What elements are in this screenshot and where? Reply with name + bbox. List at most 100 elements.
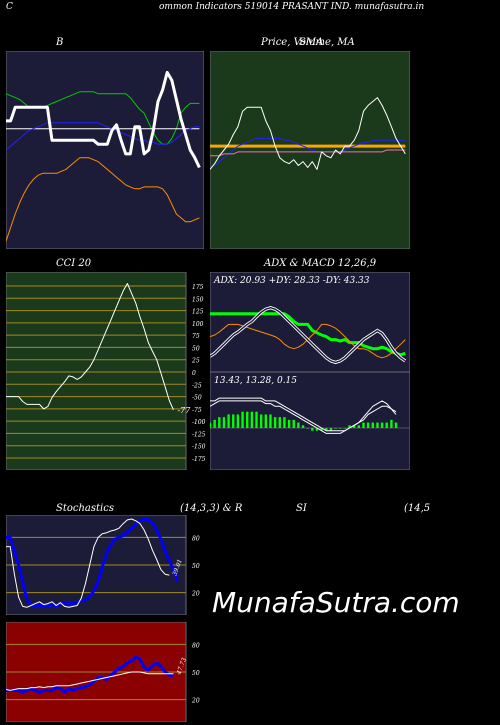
bollinger-panel <box>6 51 204 249</box>
cci-tick-label: 150 <box>192 296 204 303</box>
adx-series-line-inner <box>210 306 406 364</box>
macd-histogram-bar <box>297 422 300 428</box>
macd-histogram-bar <box>269 414 272 428</box>
macd-histogram-bar <box>306 428 309 429</box>
macd-histogram-bar <box>329 428 333 431</box>
macd-histogram-bar <box>273 417 277 428</box>
cci-tick-label: 125 <box>192 309 204 316</box>
rsi-tick-label: 20 <box>191 698 200 705</box>
cci-tick-label: -150 <box>192 444 206 451</box>
adx-series-line <box>210 312 406 357</box>
cci-title: CCI 20 <box>56 258 92 269</box>
rsi-tick-label: 80 <box>192 642 200 649</box>
macd-histogram-bar <box>320 428 323 431</box>
bollinger-plot-area <box>6 51 204 249</box>
macd-histogram-bar <box>362 422 365 428</box>
cci-tick-label: 25 <box>191 358 200 365</box>
macd-series-line <box>210 397 397 432</box>
cci-tick-label: -50 <box>192 395 202 402</box>
macd-histogram-bar <box>390 419 393 428</box>
rsi-series-line <box>6 671 174 691</box>
macd-histogram-bar <box>380 422 384 428</box>
macd-histogram-bar <box>315 428 319 431</box>
macd-histogram-bar <box>385 422 388 428</box>
macd-histogram-bar <box>311 428 314 431</box>
macd-histogram-bar <box>210 422 212 428</box>
cci-tick-label: 100 <box>192 321 204 328</box>
macd-histogram-bar <box>250 411 254 428</box>
price-ma-sma-overlay: SMA <box>299 37 324 48</box>
cci-tick-label: -175 <box>192 456 206 463</box>
cci-tick-label: 175 <box>192 284 204 291</box>
cci-tick-label: 50 <box>192 345 200 352</box>
macd-histogram-bar <box>255 411 258 428</box>
header-left-letter: C <box>6 2 13 12</box>
stochastics-title: Stochastics <box>56 503 114 514</box>
bollinger-title: B <box>56 37 64 48</box>
price-ma-title: Price, Volume, MA <box>261 37 355 48</box>
rsi-title: SI <box>296 503 307 514</box>
stochastics-tick-label: 50 <box>192 563 200 570</box>
stochastics-params: (14,3,3) & R <box>180 503 243 514</box>
macd-indicator-label: 13.43, 13.28, 0.15 <box>214 376 297 386</box>
cci-panel: 175 150 125 100 75 50 25 0 -25 -50 -75 -100 -125 -150… <box>6 272 206 470</box>
macd-histogram-bar <box>357 425 361 428</box>
macd-histogram-bar <box>371 422 374 428</box>
macd-panel: 13.43, 13.28, 0.15 <box>210 372 410 470</box>
macd-histogram-bar <box>246 411 249 428</box>
cci-tick-label: -75 <box>192 407 202 414</box>
macd-histogram-bar <box>218 417 221 428</box>
macd-histogram-bar <box>222 417 226 428</box>
cci-series-line <box>6 283 174 411</box>
macd-histogram-bar <box>259 414 263 428</box>
rsi-tick-label: 50 <box>192 670 200 677</box>
stochastics-series-line <box>6 518 170 608</box>
macd-histogram-bar <box>232 414 235 428</box>
macd-histogram-bar <box>376 422 379 428</box>
macd-histogram-bar <box>348 425 351 428</box>
adx-title: ADX & MACD 12,26,9 <box>264 258 377 269</box>
cci-last-value-label: -77 <box>177 406 191 415</box>
macd-histogram-bar <box>343 428 347 429</box>
price_ma-series-line <box>210 149 406 157</box>
macd-histogram-bar <box>301 425 305 428</box>
price-ma-panel <box>210 51 410 249</box>
macd-series-line <box>210 400 397 434</box>
bollinger-series-line <box>6 70 201 169</box>
macd-histogram-bar <box>287 419 291 428</box>
cci-tick-label: 75 <box>192 333 200 340</box>
bollinger-series-line <box>6 157 200 242</box>
macd-histogram-bar <box>283 417 286 428</box>
macd-histogram-bar <box>236 414 240 428</box>
macd-histogram-bar <box>292 419 295 428</box>
watermark-logo: MunafaSutra.com <box>212 586 460 619</box>
cci-plot-area <box>6 272 187 470</box>
price_ma-series-line <box>210 97 406 170</box>
macd-histogram-bar <box>352 425 356 428</box>
rsi-params: (14,5 <box>404 503 431 514</box>
adx-indicator-label: ADX: 20.93 +DY: 28.33 -DY: 43.33 <box>213 276 370 286</box>
stochastics-series-line <box>6 517 180 608</box>
cci-tick-label: -25 <box>192 382 202 389</box>
macd-histogram-bar <box>394 422 398 428</box>
cci-tick-label: 0 <box>192 370 196 377</box>
macd-histogram-bar <box>325 428 328 431</box>
cci-tick-label: -125 <box>192 431 206 438</box>
macd-histogram-bar <box>241 411 244 428</box>
macd-histogram-bar <box>264 414 268 428</box>
macd-histogram-bar <box>366 422 370 428</box>
cci-tick-label: -100 <box>192 419 206 426</box>
page-title: ommon Indicators 519014 PRASANT IND. mun… <box>159 2 425 12</box>
stochastics-tick-label: 80 <box>192 535 200 542</box>
price_ma-plot-area <box>210 51 410 249</box>
macd-histogram-bar <box>227 414 230 428</box>
macd-histogram-bar <box>278 417 281 428</box>
macd-histogram-bar <box>334 428 337 429</box>
macd-histogram-bar <box>339 428 342 429</box>
price_ma-series-line <box>210 137 406 168</box>
bollinger-series-line <box>6 122 200 151</box>
stochastics-tick-label: 20 <box>191 591 200 598</box>
macd-histogram-bar <box>213 419 216 428</box>
